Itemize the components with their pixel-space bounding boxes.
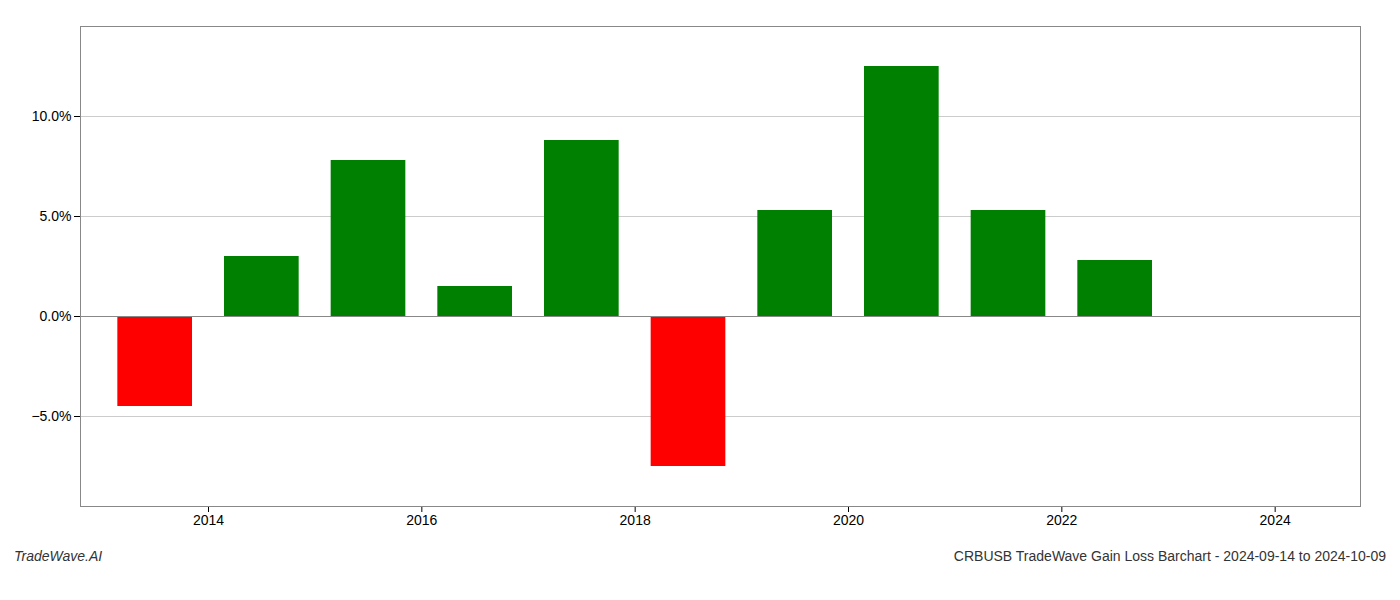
svg-text:2020: 2020 [833,512,864,528]
svg-text:2014: 2014 [193,512,224,528]
svg-text:5.0%: 5.0% [40,208,72,224]
svg-text:2022: 2022 [1046,512,1077,528]
html-text:CRBUSB TradeWave Gain Loss Bar: CRBUSB TradeWave Gain Loss Barchart - 20… [953,548,1386,564]
svg-text:0.0%: 0.0% [40,308,72,324]
svg-text:2016: 2016 [406,512,437,528]
svg-text:−5.0%: −5.0% [31,408,71,424]
html-text:TradeWave.AI: TradeWave.AI [14,548,103,564]
svg-text:2024: 2024 [1260,512,1291,528]
svg-text:2018: 2018 [620,512,651,528]
svg-text:10.0%: 10.0% [32,108,72,124]
